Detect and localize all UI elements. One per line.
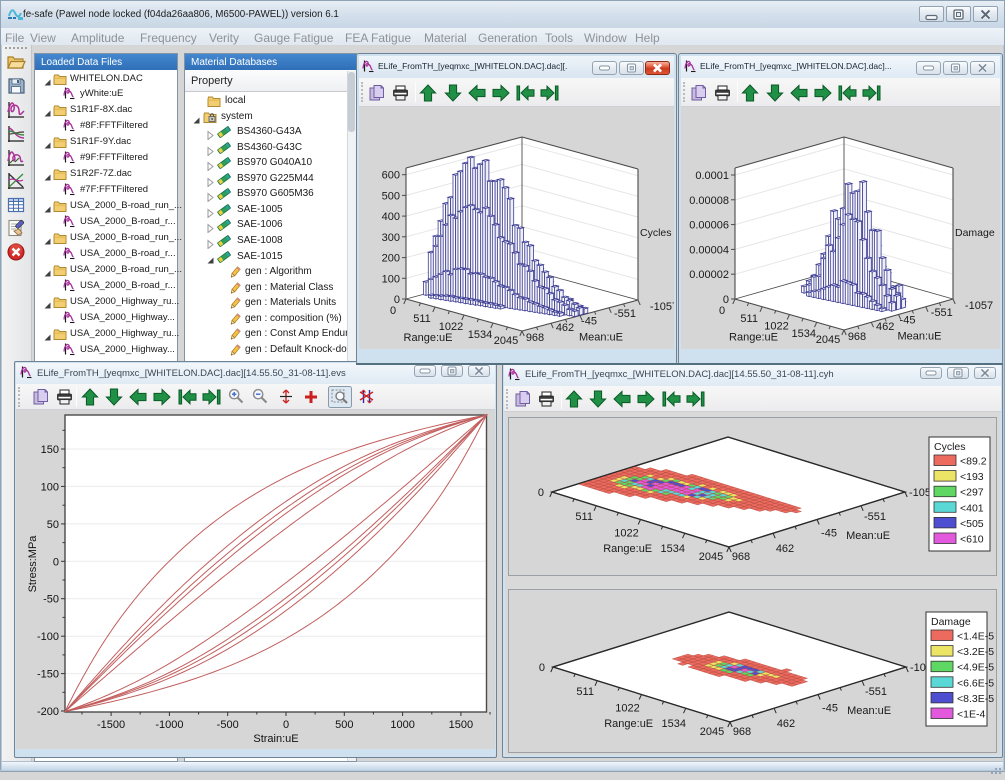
svg-text:968: 968: [526, 332, 544, 344]
svg-text:2045: 2045: [699, 551, 723, 563]
svg-text:-45: -45: [900, 315, 916, 327]
svg-text:400: 400: [382, 211, 400, 223]
svg-text:<4.9E-5: <4.9E-5: [957, 662, 994, 674]
svg-text:-1500: -1500: [97, 719, 125, 731]
svg-text:1022: 1022: [439, 321, 463, 333]
svg-text:150: 150: [41, 444, 59, 456]
svg-text:1534: 1534: [792, 328, 816, 340]
svg-text:-1057: -1057: [965, 300, 993, 312]
svg-text:2045: 2045: [494, 335, 518, 347]
svg-text:511: 511: [740, 313, 758, 325]
svg-text:100: 100: [382, 273, 400, 285]
svg-text:0: 0: [394, 294, 400, 306]
svg-text:Range:uE: Range:uE: [603, 543, 652, 555]
svg-text:2045: 2045: [816, 334, 840, 346]
svg-text:0: 0: [283, 719, 289, 731]
svg-text:968: 968: [732, 551, 750, 563]
svg-text:511: 511: [413, 313, 431, 325]
svg-text:<505: <505: [960, 518, 984, 530]
svg-text:0.00008: 0.00008: [689, 195, 729, 207]
svg-text:1022: 1022: [615, 703, 639, 715]
svg-text:1534: 1534: [662, 718, 686, 730]
svg-text:<3.2E-5: <3.2E-5: [957, 646, 994, 658]
svg-text:<89.2: <89.2: [960, 456, 987, 468]
svg-text:0: 0: [53, 556, 59, 568]
svg-text:0: 0: [723, 294, 729, 306]
svg-text:-150: -150: [37, 669, 59, 681]
svg-text:-50: -50: [43, 594, 59, 606]
svg-text:<6.6E-5: <6.6E-5: [957, 677, 994, 689]
svg-text:462: 462: [777, 718, 795, 730]
svg-text:0: 0: [719, 305, 725, 317]
svg-text:Range:uE: Range:uE: [604, 718, 653, 730]
svg-text:Stress:MPa: Stress:MPa: [27, 535, 39, 593]
svg-text:200: 200: [382, 253, 400, 265]
svg-text:-45: -45: [821, 528, 837, 540]
svg-text:0: 0: [539, 662, 545, 674]
svg-text:Cycles: Cycles: [934, 441, 966, 453]
svg-text:300: 300: [382, 232, 400, 244]
svg-text:500: 500: [382, 190, 400, 202]
svg-text:1500: 1500: [449, 719, 473, 731]
svg-text:1000: 1000: [390, 719, 414, 731]
svg-text:-500: -500: [217, 719, 239, 731]
svg-text:50: 50: [47, 519, 59, 531]
svg-text:0: 0: [390, 305, 396, 317]
svg-text:2045: 2045: [700, 726, 724, 738]
svg-text:-551: -551: [864, 511, 886, 523]
svg-text:462: 462: [776, 543, 794, 555]
svg-text:0.0001: 0.0001: [695, 170, 729, 182]
svg-text:Range:uE: Range:uE: [404, 332, 453, 344]
svg-text:-551: -551: [865, 686, 887, 698]
svg-text:Mean:uE: Mean:uE: [897, 331, 941, 343]
svg-text:500: 500: [335, 719, 353, 731]
svg-text:<610: <610: [960, 534, 984, 546]
svg-text:<401: <401: [960, 502, 984, 514]
svg-text:-100: -100: [37, 631, 59, 643]
svg-text:0.00006: 0.00006: [689, 220, 729, 232]
svg-text:968: 968: [733, 726, 751, 738]
svg-text:Range:uE: Range:uE: [729, 332, 778, 344]
svg-text:462: 462: [556, 322, 574, 334]
svg-text:<297: <297: [960, 487, 984, 499]
svg-text:Mean:uE: Mean:uE: [847, 705, 891, 717]
svg-text:-45: -45: [581, 316, 597, 328]
svg-text:1022: 1022: [764, 321, 788, 333]
svg-text:-1000: -1000: [155, 719, 183, 731]
svg-text:Mean:uE: Mean:uE: [846, 530, 890, 542]
svg-text:511: 511: [575, 511, 593, 523]
svg-text:100: 100: [41, 481, 59, 493]
svg-text:511: 511: [576, 686, 594, 698]
svg-text:<1E-4: <1E-4: [957, 709, 985, 721]
svg-text:Damage: Damage: [931, 616, 971, 628]
svg-text:<193: <193: [960, 471, 984, 483]
svg-text:968: 968: [848, 331, 866, 343]
svg-text:<8.3E-5: <8.3E-5: [957, 693, 994, 705]
svg-text:-551: -551: [614, 308, 636, 320]
svg-text:1022: 1022: [614, 528, 638, 540]
svg-text:0.00002: 0.00002: [689, 269, 729, 281]
svg-text:-200: -200: [37, 706, 59, 718]
svg-text:0.00004: 0.00004: [689, 244, 729, 256]
svg-text:462: 462: [876, 321, 894, 333]
svg-text:Mean:uE: Mean:uE: [579, 332, 623, 344]
svg-text:-551: -551: [931, 307, 953, 319]
svg-text:0: 0: [538, 487, 544, 499]
svg-text:1534: 1534: [468, 329, 492, 341]
svg-text:-1057: -1057: [650, 301, 674, 313]
svg-text:<1.4E-5: <1.4E-5: [957, 631, 994, 643]
svg-text:Strain:uE: Strain:uE: [253, 733, 298, 745]
svg-text:1534: 1534: [661, 543, 685, 555]
svg-text:-45: -45: [822, 703, 838, 715]
svg-text:600: 600: [382, 170, 400, 182]
